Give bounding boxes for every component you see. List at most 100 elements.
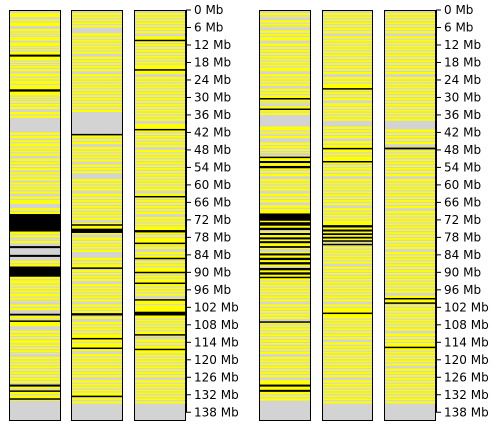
light-line — [134, 158, 186, 160]
light-line — [9, 152, 61, 154]
light-line — [71, 309, 123, 311]
light-line — [9, 198, 61, 201]
light-line — [134, 292, 186, 294]
light-line — [71, 79, 123, 81]
light-line — [322, 166, 373, 169]
light-line — [384, 219, 436, 221]
light-line — [134, 362, 186, 364]
light-line — [259, 94, 311, 96]
light-line — [134, 198, 186, 201]
light-line — [259, 130, 311, 132]
light-line — [322, 29, 373, 32]
axis-tick-label: 42 Mb — [194, 125, 231, 139]
light-line — [259, 344, 311, 346]
light-line — [134, 370, 186, 373]
gap-region — [259, 301, 311, 305]
light-line — [9, 352, 61, 354]
light-line — [71, 356, 123, 358]
gap-region — [384, 74, 436, 78]
light-line — [384, 187, 436, 189]
light-line — [9, 388, 61, 390]
dark-band — [259, 227, 311, 231]
light-line — [134, 82, 186, 84]
light-line — [384, 56, 436, 58]
light-line — [134, 236, 186, 239]
dark-band — [322, 240, 373, 242]
light-line — [134, 385, 186, 387]
light-line — [9, 368, 61, 370]
light-line — [322, 134, 373, 137]
light-line — [71, 99, 123, 102]
light-line — [384, 335, 436, 338]
light-line — [384, 257, 436, 259]
gap-region — [134, 33, 186, 37]
light-line — [384, 15, 436, 17]
axis-tick-label: 132 Mb — [194, 388, 239, 402]
light-line — [71, 239, 123, 241]
light-line — [71, 85, 123, 87]
dark-band — [259, 262, 311, 265]
light-line — [322, 292, 373, 294]
light-line — [134, 131, 186, 134]
light-line — [71, 166, 123, 169]
dark-band — [259, 321, 311, 323]
light-line — [384, 260, 436, 262]
light-line — [134, 79, 186, 81]
axis-tick-label: 60 Mb — [194, 178, 231, 192]
light-line — [259, 134, 311, 137]
light-line — [134, 321, 186, 323]
light-line — [9, 146, 61, 148]
light-line — [384, 38, 436, 40]
light-line — [9, 79, 61, 81]
light-line — [322, 260, 373, 262]
light-line — [134, 26, 186, 29]
gap-region — [259, 377, 311, 381]
light-line — [259, 32, 311, 35]
light-line — [134, 254, 186, 256]
dark-band — [259, 222, 311, 226]
gap-region — [134, 336, 186, 340]
light-line — [384, 236, 436, 239]
dark-band — [259, 267, 311, 271]
light-line — [9, 292, 61, 294]
dark-band — [71, 228, 123, 233]
gap-region — [9, 40, 61, 43]
light-line — [71, 67, 123, 69]
light-line — [134, 303, 186, 306]
light-line — [9, 166, 61, 169]
dark-band — [134, 334, 186, 336]
light-line — [322, 271, 373, 274]
light-line — [134, 91, 186, 93]
light-line — [134, 327, 186, 329]
light-line — [384, 117, 436, 119]
light-line — [322, 394, 373, 396]
light-line — [259, 35, 311, 37]
light-line — [384, 228, 436, 230]
track-border — [71, 10, 123, 421]
light-line — [384, 114, 436, 116]
light-line — [259, 45, 311, 48]
light-line — [322, 335, 373, 338]
light-line — [71, 38, 123, 40]
light-line — [322, 251, 373, 253]
light-line — [71, 207, 123, 209]
light-line — [134, 163, 186, 166]
light-line — [322, 114, 373, 116]
dark-band — [9, 214, 61, 232]
axis-tick-label: 54 Mb — [194, 160, 231, 174]
gap-region — [259, 40, 311, 44]
light-line — [9, 102, 61, 104]
light-line — [384, 169, 436, 172]
light-line — [9, 184, 61, 186]
gap-region — [259, 318, 311, 322]
light-line — [9, 373, 61, 376]
light-line — [322, 187, 373, 189]
light-line — [9, 174, 61, 176]
light-line — [259, 341, 311, 343]
light-line — [322, 64, 373, 67]
gap-region — [259, 152, 311, 156]
light-line — [322, 257, 373, 259]
light-line — [134, 277, 186, 279]
light-line — [9, 149, 61, 151]
